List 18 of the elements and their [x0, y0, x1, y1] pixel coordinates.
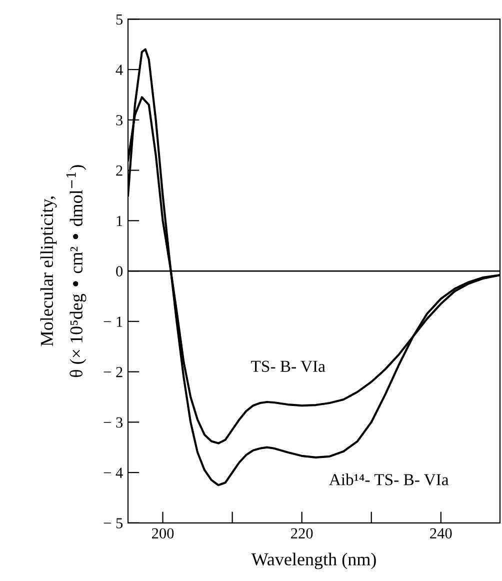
- y-tick-label: − 1: [104, 316, 122, 327]
- y-tick-label: − 3: [104, 417, 123, 428]
- x-axis-title: Wavelength (nm): [251, 552, 376, 570]
- series-label: TS- B- VIa: [251, 360, 326, 372]
- y-tick-label: 1: [116, 216, 122, 226]
- y-tick-label: − 4: [104, 468, 123, 478]
- y-tick-label: 4: [116, 64, 123, 75]
- y-tick-label: 2: [116, 165, 122, 176]
- x-tick-label: 200: [152, 528, 174, 539]
- y-tick-label: 3: [116, 115, 123, 126]
- y-tick-label: 5: [116, 14, 123, 25]
- y-tick-label: 0: [116, 266, 123, 276]
- x-tick-label: 220: [291, 528, 313, 539]
- x-tick-label: 240: [430, 528, 452, 539]
- y-axis-title: Molecular ellipticity, θ (× 10⁵deg • cm² • dmol$^{−1}$): [40, 165, 86, 377]
- y-tick-label: − 2: [104, 366, 122, 378]
- series-label: Aib¹⁴- TS- B- VIa: [329, 474, 449, 486]
- y-tick-label: − 5: [104, 518, 123, 528]
